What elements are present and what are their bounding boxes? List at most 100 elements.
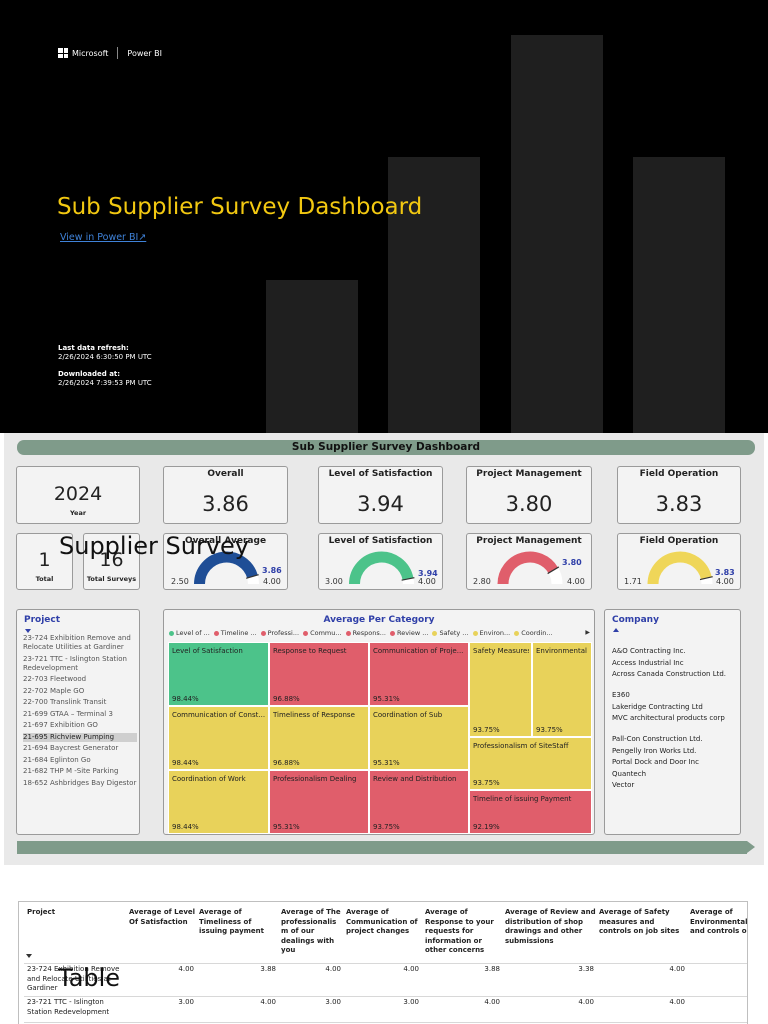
project-item[interactable]: 23-724 Exhibition Remove and Relocate Ut… <box>23 634 131 651</box>
column-header[interactable]: Average of Response to your requests for… <box>425 908 494 954</box>
year-card[interactable]: 2024 Year <box>16 466 140 524</box>
table-cell-value[interactable]: 3.00 <box>403 998 419 1006</box>
legend-label: Professi... <box>267 629 300 637</box>
legend-entry[interactable]: Environ... <box>472 629 510 637</box>
next-page-arrow-icon[interactable] <box>747 841 755 853</box>
column-header[interactable]: Average of Timeliness of issuing payment <box>199 908 264 935</box>
total-surveys-card[interactable]: 16 Total Surveys <box>83 533 140 590</box>
company-item[interactable]: E360 <box>612 691 630 699</box>
treemap-tile[interactable]: Timeliness of Response 96.88% <box>269 706 369 770</box>
column-header[interactable]: Average of Communication of project chan… <box>346 908 418 935</box>
treemap-tile[interactable]: Coordination of Work 98.44% <box>168 770 269 834</box>
table-cell-project[interactable]: 23-724 Exhibition Remove and Relocate Ut… <box>27 965 120 992</box>
treemap-tile[interactable]: Communication of Const... 98.44% <box>168 706 269 770</box>
table-cell-value[interactable]: 3.38 <box>578 965 594 973</box>
company-item[interactable]: MVC architectural products corp <box>612 714 725 722</box>
column-header[interactable]: Project <box>27 908 56 916</box>
kpi-card-field-operation[interactable]: Field Operation 3.83 <box>617 466 741 524</box>
table-cell-value[interactable]: 4.00 <box>178 965 194 973</box>
gauge-min: 3.00 <box>325 577 343 586</box>
table-cell-value[interactable]: 4.00 <box>578 998 594 1006</box>
column-sort-icon[interactable] <box>26 954 32 958</box>
company-item[interactable]: Lakeridge Contracting Ltd <box>612 702 703 711</box>
legend-entry[interactable]: Commu... <box>303 629 342 637</box>
gauge-title: Project Management <box>476 536 582 546</box>
project-item[interactable]: 22-703 Fleetwood <box>23 675 87 683</box>
project-item[interactable]: 22-700 Translink Transit <box>23 698 107 706</box>
kpi-card-satisfaction[interactable]: Level of Satisfaction 3.94 <box>318 466 443 524</box>
project-item[interactable]: 21-695 Richview Pumping <box>23 732 137 742</box>
total-card[interactable]: 1 Total <box>16 533 73 590</box>
legend-entry[interactable]: Level of ... <box>169 629 210 637</box>
company-item[interactable]: Pall-Con Construction Ltd. <box>612 735 703 743</box>
table-cell-value[interactable]: 4.00 <box>260 998 276 1006</box>
project-item[interactable]: 21-684 Eglinton Go <box>23 755 91 764</box>
treemap-tile[interactable]: Professionalism Dealing 95.31% <box>269 770 369 834</box>
project-item[interactable]: 21-694 Baycrest Generator <box>23 744 119 752</box>
view-in-powerbi-link[interactable]: View in Power BI↗ <box>60 232 147 243</box>
column-header[interactable]: Average of Environmental and controls o <box>690 908 748 935</box>
legend-entry[interactable]: Review ... <box>389 629 428 637</box>
project-item[interactable]: 21-699 GTAA – Terminal 3 <box>23 709 113 718</box>
legend-next-icon[interactable]: ▶ <box>585 629 590 636</box>
gauge-project-management[interactable]: Project Management 2.80 4.00 3.80 <box>466 533 592 590</box>
project-item[interactable]: 21-682 THP M -Site Parking <box>23 767 119 775</box>
table-cell-value[interactable]: 3.88 <box>484 965 500 973</box>
table-cell-value[interactable]: 3.00 <box>178 998 194 1006</box>
company-slicer[interactable]: Company A&O Contracting Inc. Access Indus… <box>604 609 741 835</box>
table-cell-value[interactable]: 3.00 <box>325 998 341 1006</box>
treemap-tile[interactable]: Coordination of Sub 95.31% <box>369 706 469 770</box>
table-cell-value[interactable]: 4.00 <box>325 965 341 973</box>
table-cell-value[interactable]: 4.00 <box>484 998 500 1006</box>
treemap-tile[interactable]: Timeline of issuing Payment 92.19% <box>469 790 592 834</box>
table-cell-value[interactable]: 4.00 <box>669 998 685 1006</box>
treemap-tile[interactable]: Level of Satisfaction 98.44% <box>168 642 269 706</box>
treemap-tile[interactable]: Professionalism of SiteStaff 93.75% <box>469 737 592 790</box>
legend-entry[interactable]: Safety ... <box>432 629 469 637</box>
legend-entry[interactable]: Professi... <box>260 629 300 637</box>
sort-desc-icon[interactable] <box>25 629 31 633</box>
gauge-title: Level of Satisfaction <box>328 536 433 546</box>
project-item[interactable]: 21-697 Exhibition GO <box>23 721 98 729</box>
kpi-card-overall[interactable]: Overall 3.86 <box>163 466 288 524</box>
table-cell-value[interactable]: 3.88 <box>260 965 276 973</box>
gauge-field-operation[interactable]: Field Operation 1.71 4.00 3.83 <box>617 533 741 590</box>
column-header[interactable]: Average of The professionalis m of our d… <box>281 908 341 954</box>
table-cell-value[interactable]: 4.00 <box>403 965 419 973</box>
company-slicer-title: Company <box>612 615 659 625</box>
project-item[interactable]: 23-721 TTC - Islington Station Redevelop… <box>23 654 127 672</box>
treemap-tile[interactable]: Review and Distribution 93.75% <box>369 770 469 834</box>
treemap-visual[interactable]: Average Per Category Level of ... Timelin… <box>163 609 595 835</box>
legend-entry[interactable]: Timeline ... <box>213 629 257 637</box>
treemap-tile[interactable]: Safety Measures 93.75% <box>469 642 532 737</box>
kpi-card-project-management[interactable]: Project Management 3.80 <box>466 466 592 524</box>
company-item[interactable]: A&O Contracting Inc. <box>612 647 686 655</box>
sort-asc-icon[interactable] <box>613 628 619 632</box>
company-item[interactable]: Across Canada Construction Ltd. <box>612 670 727 678</box>
column-header[interactable]: Average of Safety measures and controls … <box>599 908 680 935</box>
table-cell-value[interactable]: 4.00 <box>669 965 685 973</box>
company-item[interactable]: Quantech <box>612 769 647 778</box>
gauge-arc <box>647 551 713 585</box>
gauge-level-of-satisfaction[interactable]: Level of Satisfaction 3.00 4.00 3.94 <box>318 533 443 590</box>
legend-entry[interactable]: Respons... <box>345 629 386 637</box>
column-header[interactable]: Average of Review and distribution of sh… <box>505 908 596 945</box>
legend-entry[interactable]: Coordin... <box>514 629 553 637</box>
data-table[interactable]: Project Average of Level Of Satisfaction A… <box>18 901 748 1024</box>
project-item[interactable]: 22-702 Maple GO <box>23 686 85 695</box>
table-cell-project[interactable]: 23-721 TTC - Islington Station Redevelop… <box>27 998 110 1016</box>
company-item[interactable]: Access Industrial Inc <box>612 658 684 667</box>
treemap-tile[interactable]: Communication of Proje... 95.31% <box>369 642 469 706</box>
project-item[interactable]: 18-652 Ashbridges Bay Digestor <box>23 778 137 787</box>
gauge-max: 4.00 <box>716 577 734 586</box>
tile-label: Safety Measures <box>473 647 529 655</box>
column-header[interactable]: Average of Level Of Satisfaction <box>129 908 196 926</box>
company-item[interactable]: Pengelly Iron Works Ltd. <box>612 746 697 755</box>
treemap-tile[interactable]: Environmental ... 93.75% <box>532 642 592 737</box>
gauge-overall-average[interactable]: Overall Average 2.50 4.00 3.86 <box>163 533 288 590</box>
company-item[interactable]: Portal Dock and Door Inc <box>612 758 699 766</box>
project-slicer[interactable]: Project 23-724 Exhibition Remove and Rel… <box>16 609 140 835</box>
page-nav-bar[interactable] <box>17 841 747 854</box>
company-item[interactable]: Vector <box>612 781 635 789</box>
treemap-tile[interactable]: Response to Request 96.88% <box>269 642 369 706</box>
